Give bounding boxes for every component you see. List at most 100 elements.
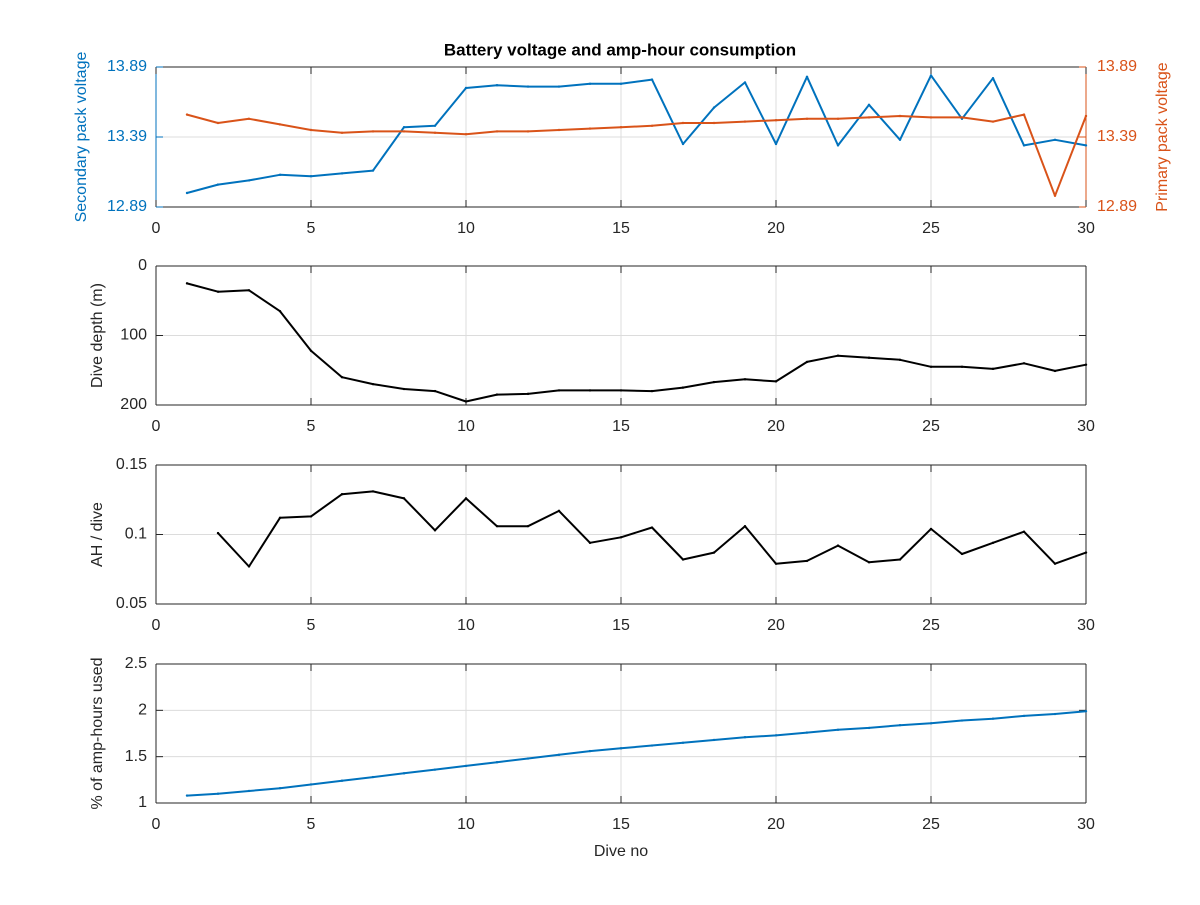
data-point	[247, 117, 251, 121]
data-point	[402, 772, 406, 775]
data-point	[867, 726, 871, 730]
data-point	[340, 376, 344, 379]
data-point	[836, 117, 840, 121]
x-tick-label: 10	[457, 816, 475, 833]
x-tick-label: 25	[922, 617, 940, 634]
data-point	[805, 731, 809, 734]
x-tick-label: 0	[152, 617, 161, 634]
x-tick-label: 20	[767, 617, 785, 634]
series-line-3-0	[186, 710, 1087, 797]
x-tick-label: 0	[152, 220, 161, 237]
data-point	[650, 78, 654, 81]
y-right-tick-label: 12.89	[1097, 198, 1137, 215]
data-point	[681, 741, 685, 744]
series-line-0-0	[186, 74, 1087, 194]
data-point	[743, 81, 747, 84]
data-point	[619, 126, 623, 129]
data-point	[433, 768, 437, 771]
data-point	[588, 82, 592, 86]
data-point	[371, 169, 375, 172]
data-point	[278, 786, 282, 790]
y-tick-label: 0	[138, 257, 147, 274]
data-point	[216, 290, 220, 293]
data-point	[433, 124, 437, 128]
data-point	[1022, 362, 1026, 365]
y-tick-label: 13.89	[107, 58, 147, 75]
data-point	[309, 128, 313, 132]
data-point	[1022, 144, 1026, 147]
y-axis-label: % of amp-hours used	[89, 657, 106, 809]
data-point	[681, 558, 685, 561]
data-point	[588, 127, 592, 130]
x-tick-label: 15	[612, 816, 630, 833]
data-point	[898, 358, 902, 362]
y-tick-label: 0.15	[116, 456, 147, 473]
data-point	[1084, 551, 1088, 554]
y-right-tick-label: 13.89	[1097, 58, 1137, 75]
data-point	[836, 728, 840, 731]
data-point	[1053, 712, 1057, 716]
y-axis-label: AH / dive	[89, 502, 106, 567]
x-tick-label: 20	[767, 220, 785, 237]
data-point	[247, 179, 251, 182]
data-point	[588, 749, 592, 753]
data-point	[650, 526, 654, 529]
data-point	[464, 497, 468, 500]
data-point	[588, 389, 592, 392]
x-tick-label: 30	[1077, 617, 1095, 634]
data-point	[309, 175, 313, 178]
data-point	[433, 529, 437, 532]
data-point	[216, 121, 220, 125]
data-point	[402, 130, 406, 133]
data-point	[929, 722, 933, 725]
data-point	[340, 172, 344, 175]
data-point	[960, 365, 964, 368]
data-point	[216, 792, 220, 795]
data-point	[278, 516, 282, 520]
x-tick-label: 20	[767, 418, 785, 435]
data-point	[1084, 710, 1088, 713]
data-point	[495, 84, 499, 87]
y-axis-label: Secondary pack voltage	[73, 52, 90, 223]
data-point	[1084, 114, 1088, 118]
y-tick-label: 13.39	[107, 128, 147, 145]
x-tick-label: 15	[612, 220, 630, 237]
y-tick-label: 2.5	[125, 655, 147, 672]
data-point	[185, 191, 189, 195]
data-point	[712, 380, 716, 384]
data-point	[991, 367, 995, 371]
data-point	[464, 764, 468, 768]
x-tick-label: 0	[152, 816, 161, 833]
data-point	[867, 103, 871, 107]
data-point	[185, 113, 189, 116]
data-point	[991, 77, 995, 80]
data-point	[743, 378, 747, 381]
data-point	[278, 173, 282, 176]
data-point	[774, 119, 778, 122]
data-point	[309, 515, 313, 518]
data-point	[278, 123, 282, 126]
data-point	[960, 719, 964, 722]
data-point	[371, 775, 375, 779]
x-tick-label: 30	[1077, 220, 1095, 237]
data-point	[991, 541, 995, 545]
data-point	[774, 380, 778, 383]
data-point	[1084, 363, 1088, 366]
data-point	[557, 509, 561, 513]
data-point	[495, 130, 499, 133]
data-point	[805, 559, 809, 563]
x-tick-label: 15	[612, 418, 630, 435]
data-point	[805, 75, 809, 79]
data-point	[402, 387, 406, 391]
data-point	[247, 289, 251, 292]
data-point	[836, 544, 840, 547]
data-point	[1022, 714, 1026, 718]
data-point	[247, 789, 251, 793]
y-right-axis-label: Primary pack voltage	[1154, 62, 1171, 211]
data-point	[495, 393, 499, 396]
x-tick-label: 5	[307, 816, 316, 833]
data-point	[991, 120, 995, 123]
data-point	[557, 85, 561, 88]
data-point	[712, 121, 716, 125]
y-right-tick-label: 13.39	[1097, 128, 1137, 145]
